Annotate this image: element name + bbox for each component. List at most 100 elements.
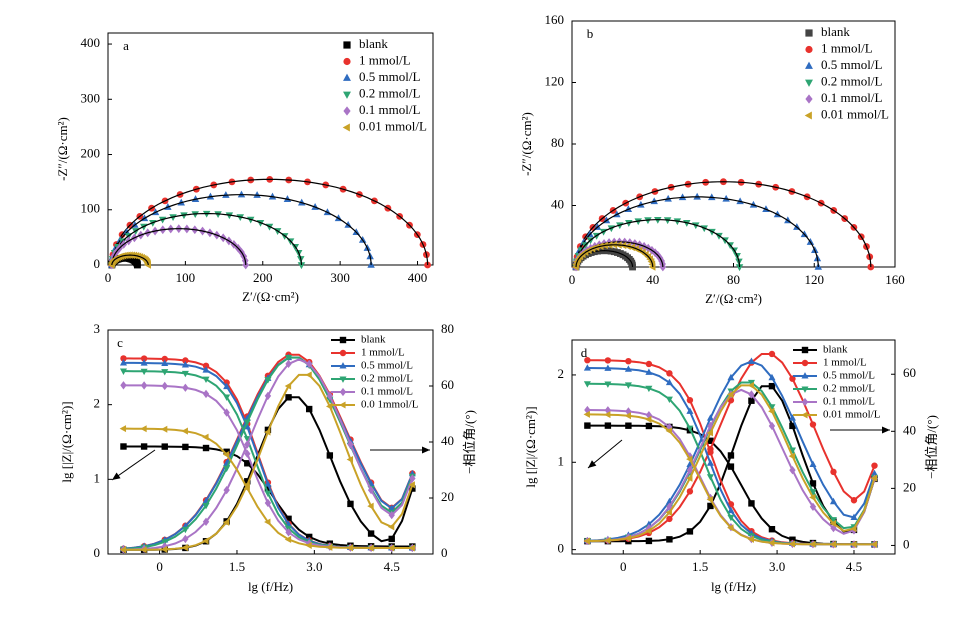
modulus-point (223, 394, 231, 401)
data-point (202, 210, 211, 218)
legend-marker (805, 94, 813, 104)
modulus-point (264, 518, 271, 526)
phase-point (409, 474, 416, 483)
legend-label: 0.5 mmol/L (361, 360, 413, 372)
modulus-point (645, 415, 652, 423)
y2-tick-label: 0 (441, 545, 448, 560)
phase-point (706, 414, 714, 421)
phase-point (285, 394, 292, 401)
modulus-point (788, 540, 796, 548)
plot-frame (107, 32, 434, 266)
modulus-point (665, 427, 672, 435)
x-tick-label: 40 (646, 272, 659, 287)
modulus-point (686, 407, 694, 414)
modulus-point (387, 544, 395, 552)
phase-point (181, 526, 189, 534)
series-5 (119, 371, 415, 554)
phase-point (387, 523, 395, 531)
x-tick-label: 100 (176, 270, 196, 285)
arrow-head (112, 472, 121, 480)
nyquist-panel-b: 0 40 80 120 160 40 80 120 160 Z′/(Ω·cm²) -Z″/(Ω·cm… (519, 12, 905, 306)
phase-point (119, 546, 127, 554)
phase-point (809, 502, 817, 511)
modulus-point (583, 364, 591, 371)
legend-label: 0.2 mmol/L (361, 373, 413, 385)
phase-point (244, 440, 251, 449)
y-tick-label: 0 (94, 545, 101, 560)
fit-curve (575, 196, 819, 268)
data-point (268, 192, 277, 200)
modulus-point (584, 422, 591, 429)
phase-point (367, 502, 374, 510)
modulus-point (202, 444, 210, 452)
data-point (664, 194, 672, 202)
legend-marker (339, 362, 347, 369)
phase-point (686, 488, 694, 495)
series-1 (108, 175, 431, 269)
data-point (644, 217, 652, 225)
phase-point (788, 447, 796, 454)
modulus-point (160, 425, 168, 433)
phase-point (222, 518, 230, 526)
legend-label: 1 mmol/L (359, 52, 411, 67)
modulus-point (140, 381, 148, 390)
x-tick-label: 4.5 (846, 559, 862, 574)
modulus-point (686, 455, 693, 463)
data-point (225, 212, 234, 220)
legend-label: 0.1 mmol/L (361, 386, 413, 398)
data-point (650, 197, 658, 205)
modulus-point (181, 370, 189, 378)
phase-point (871, 462, 878, 469)
legend-marker (339, 376, 347, 383)
data-point (708, 193, 716, 201)
y2-tick-label: 40 (441, 433, 454, 448)
legend-marker (801, 372, 809, 379)
y2-tick-label: 60 (903, 365, 916, 380)
legend-marker (343, 73, 351, 81)
fit-curve (575, 219, 741, 268)
phase-point (768, 373, 776, 381)
x-tick-label: 120 (805, 272, 825, 287)
phase-point (244, 478, 251, 485)
legend-marker (801, 397, 809, 407)
modulus-point (285, 528, 292, 537)
modulus-point (202, 366, 210, 373)
legend-label: 0.1 mmol/L (821, 90, 882, 105)
modulus-point (305, 533, 313, 541)
legend-label: 0.1 mmol/L (359, 102, 420, 117)
phase-point (666, 515, 673, 523)
phase-curve (123, 396, 414, 551)
modulus-point (264, 485, 272, 492)
phase-point (707, 502, 714, 510)
legend-label: 0.2 mmol/L (823, 383, 875, 395)
modulus-point (604, 364, 612, 371)
phase-point (346, 455, 354, 464)
data-point (222, 191, 230, 198)
phase-point (624, 534, 631, 542)
x-tick-label: 300 (330, 270, 350, 285)
x-tick-label: 1.5 (692, 559, 708, 574)
data-point (214, 211, 222, 219)
legend-marker (801, 359, 809, 367)
modulus-point (583, 410, 590, 418)
phase-point (768, 404, 776, 411)
phase-point (223, 465, 231, 473)
modulus-point (645, 360, 653, 368)
legend-label: blank (823, 344, 848, 356)
phase-point (768, 350, 776, 358)
modulus-point (264, 498, 272, 508)
phase-point (181, 544, 188, 552)
bode-panel-c: 0 1.5 3.0 4.5 0 1 2 3 0 20 40 60 80 lg (f/Hz) lg [|Z|/… (59, 321, 477, 594)
legend-label: 0.5 mmol/L (823, 370, 875, 382)
phase-point (285, 359, 292, 369)
data-point (253, 191, 261, 198)
legend-marker (339, 401, 346, 409)
data-point (663, 217, 672, 225)
y-tick-label: 200 (81, 146, 101, 161)
phase-point (305, 359, 313, 369)
phase-point (830, 468, 837, 476)
phase-point (747, 381, 755, 389)
phase-point (223, 485, 230, 495)
data-point (648, 263, 656, 271)
